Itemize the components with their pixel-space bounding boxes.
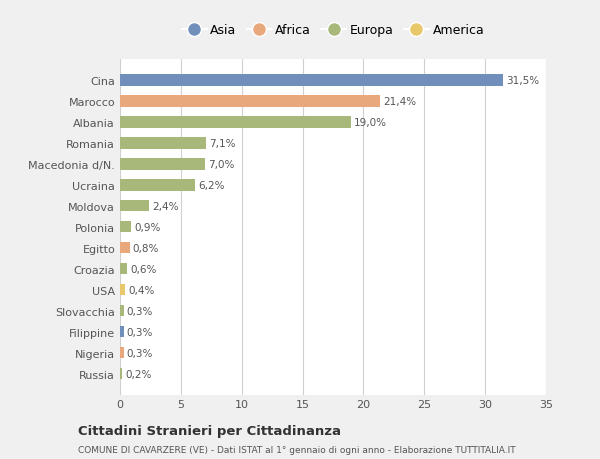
Bar	[120, 75, 503, 86]
Bar	[120, 179, 196, 191]
Legend: Asia, Africa, Europa, America: Asia, Africa, Europa, America	[176, 19, 490, 42]
Text: 0,3%: 0,3%	[127, 306, 153, 316]
Bar	[120, 242, 130, 254]
Bar	[120, 368, 122, 380]
Text: 2,4%: 2,4%	[152, 202, 179, 211]
Bar	[120, 138, 206, 149]
Text: 31,5%: 31,5%	[506, 76, 539, 86]
Bar	[120, 347, 124, 358]
Text: COMUNE DI CAVARZERE (VE) - Dati ISTAT al 1° gennaio di ogni anno - Elaborazione : COMUNE DI CAVARZERE (VE) - Dati ISTAT al…	[78, 445, 515, 454]
Bar	[120, 305, 124, 317]
Text: 7,1%: 7,1%	[209, 139, 236, 148]
Bar	[120, 117, 351, 128]
Text: 0,6%: 0,6%	[130, 264, 157, 274]
Text: 0,3%: 0,3%	[127, 348, 153, 358]
Bar	[120, 263, 127, 275]
Text: 19,0%: 19,0%	[354, 118, 388, 128]
Bar	[120, 326, 124, 338]
Text: 21,4%: 21,4%	[383, 96, 416, 106]
Bar	[120, 221, 131, 233]
Bar	[120, 96, 380, 107]
Bar	[120, 159, 205, 170]
Text: 0,8%: 0,8%	[133, 243, 159, 253]
Text: 0,4%: 0,4%	[128, 285, 154, 295]
Text: 6,2%: 6,2%	[199, 180, 225, 190]
Text: 0,9%: 0,9%	[134, 222, 160, 232]
Bar	[120, 284, 125, 296]
Bar	[120, 201, 149, 212]
Text: 0,3%: 0,3%	[127, 327, 153, 337]
Text: Cittadini Stranieri per Cittadinanza: Cittadini Stranieri per Cittadinanza	[78, 424, 341, 437]
Text: 0,2%: 0,2%	[125, 369, 152, 379]
Text: 7,0%: 7,0%	[208, 159, 235, 169]
